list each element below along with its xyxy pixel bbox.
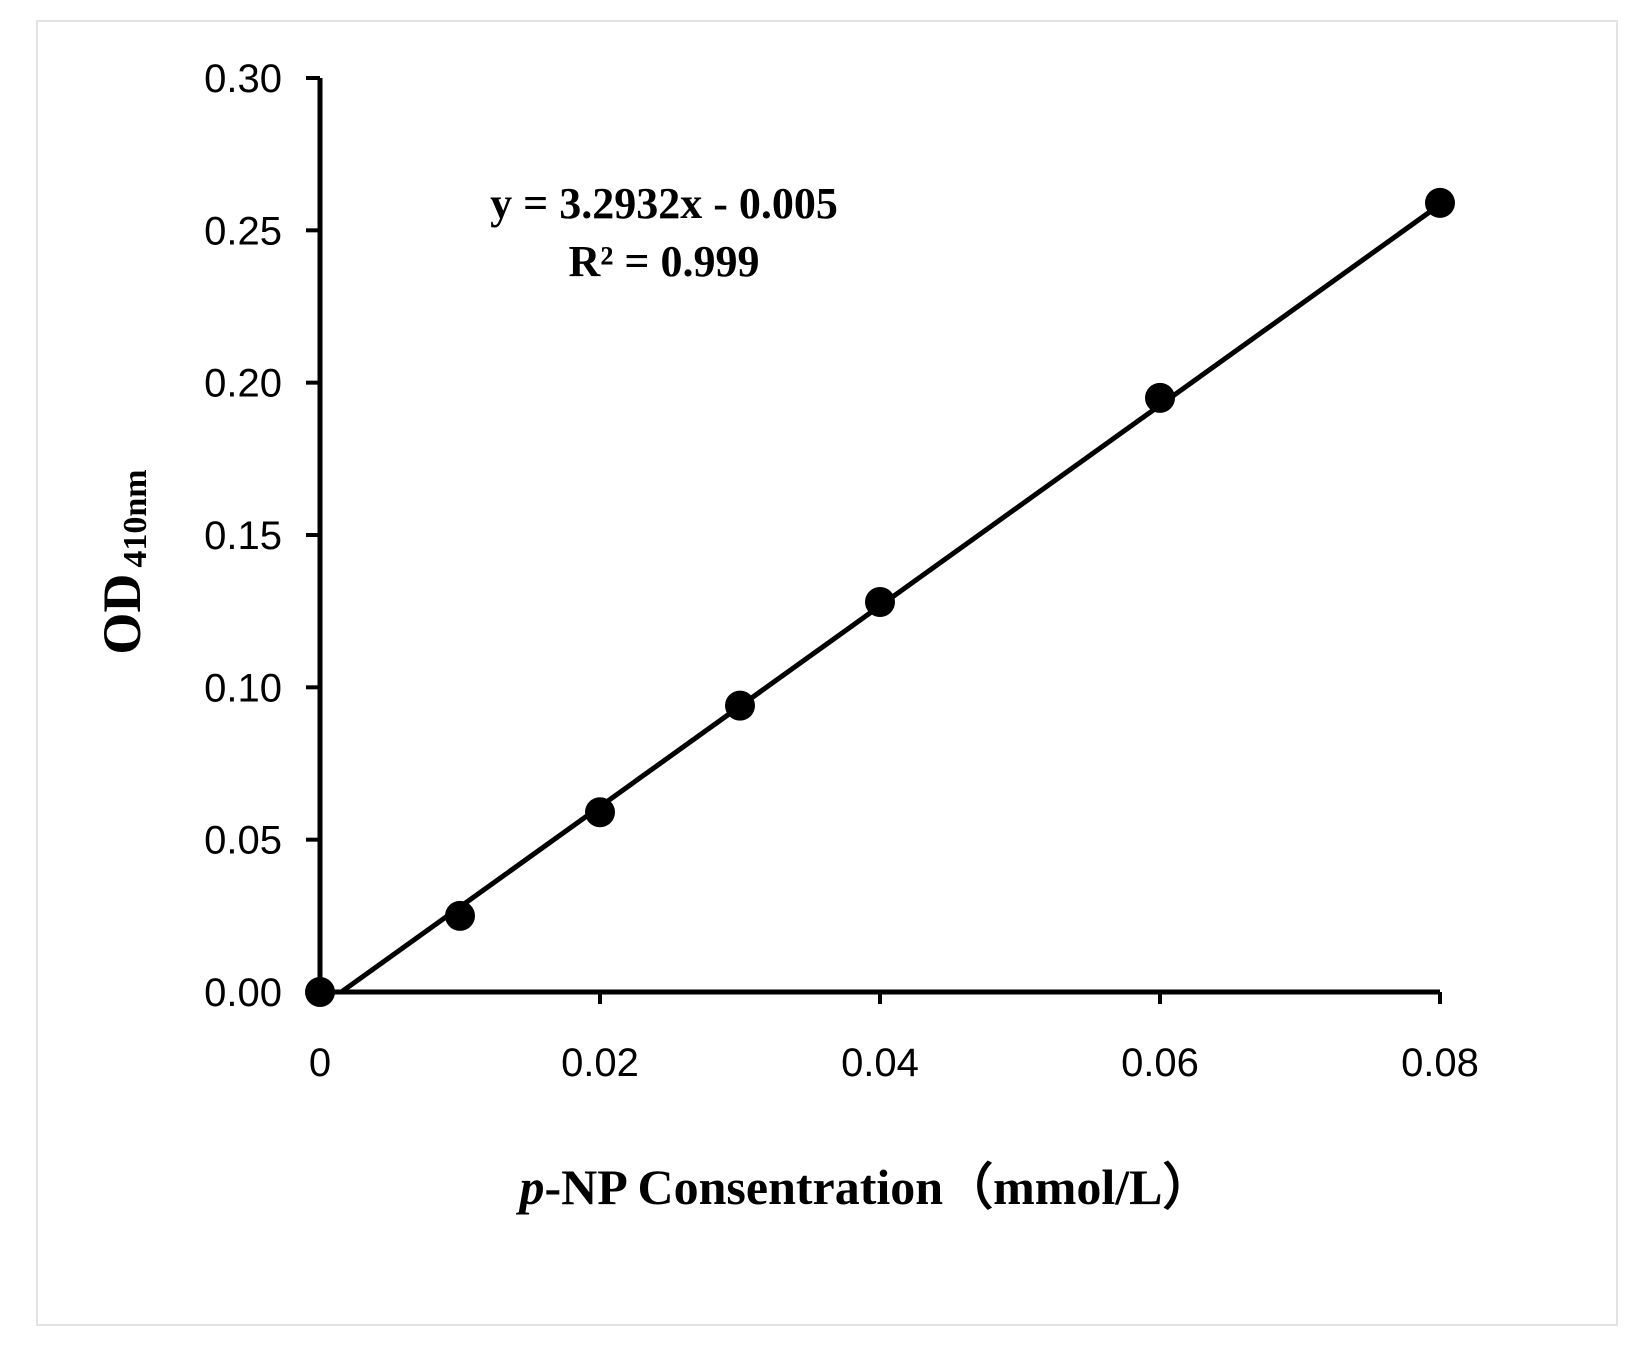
y-tick-label: 0.05 bbox=[204, 819, 282, 863]
axes bbox=[317, 78, 1440, 995]
x-tick-label: 0.04 bbox=[841, 1041, 919, 1085]
data-point bbox=[445, 900, 475, 931]
y-tick-label: 0.25 bbox=[204, 209, 282, 253]
equation-annotation: y = 3.2932x - 0.005 bbox=[490, 179, 838, 228]
y-tick-label: 0.15 bbox=[204, 514, 282, 558]
chart-frame: 0.00 0.05 0.10 0.15 0.20 0.25 0.30 0 0.02 0.04 0.… bbox=[36, 20, 1618, 1326]
data-point bbox=[1145, 382, 1175, 413]
y-axis-title-main: OD bbox=[92, 574, 152, 655]
data-point bbox=[865, 587, 895, 618]
y-tick-label: 0.20 bbox=[204, 362, 282, 406]
y-ticks: 0.00 0.05 0.10 0.15 0.20 0.25 0.30 bbox=[204, 57, 320, 1015]
data-point bbox=[1425, 187, 1455, 218]
x-axis-title-text: -NP Consentration（mmol/L） bbox=[544, 1159, 1212, 1215]
x-axis-title-italic: p bbox=[515, 1159, 544, 1215]
data-point bbox=[585, 797, 615, 828]
data-points bbox=[305, 187, 1455, 1007]
y-tick-label: 0.10 bbox=[204, 666, 282, 710]
x-tick-label: 0 bbox=[309, 1041, 331, 1085]
y-axis-title-subscript: 410nm bbox=[117, 469, 154, 567]
x-tick-label: 0.06 bbox=[1121, 1041, 1199, 1085]
y-axis-title: OD 410nm bbox=[92, 469, 154, 654]
x-tick-label: 0.08 bbox=[1401, 1041, 1479, 1085]
y-tick-label: 0.30 bbox=[204, 57, 282, 101]
x-ticks: 0 0.02 0.04 0.06 0.08 bbox=[309, 992, 1479, 1085]
data-point bbox=[305, 977, 335, 1007]
x-axis-title: p-NP Consentration（mmol/L） bbox=[515, 1159, 1212, 1215]
x-tick-label: 0.02 bbox=[561, 1041, 639, 1085]
y-tick-label: 0.00 bbox=[204, 971, 282, 1015]
data-point bbox=[725, 690, 755, 721]
r-squared-annotation: R² = 0.999 bbox=[568, 237, 759, 286]
scatter-chart: 0.00 0.05 0.10 0.15 0.20 0.25 0.30 0 0.02 0.04 0.… bbox=[92, 57, 1479, 1215]
